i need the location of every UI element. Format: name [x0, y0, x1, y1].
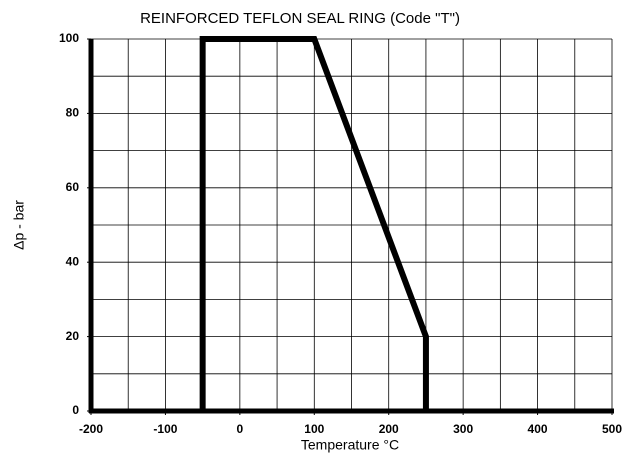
x-tick-label: -200 [79, 422, 103, 436]
chart-title: REINFORCED TEFLON SEAL RING (Code "T") [140, 10, 460, 27]
x-tick-label: 0 [237, 422, 244, 436]
x-tick-label: -100 [153, 422, 177, 436]
x-tick-label: 100 [304, 422, 324, 436]
y-tick-label: 60 [66, 180, 80, 194]
y-tick-label: 100 [59, 31, 79, 45]
x-tick-label: 200 [379, 422, 399, 436]
y-tick-label: 80 [66, 106, 80, 120]
y-tick-label: 0 [72, 403, 79, 417]
y-axis-label: Δp - bar [11, 200, 27, 250]
x-tick-label: 500 [602, 422, 622, 436]
x-tick-label: 300 [453, 422, 473, 436]
y-tick-label: 20 [66, 329, 80, 343]
data-line [199, 36, 429, 411]
y-tick-label: 40 [66, 254, 80, 268]
x-tick-label: 400 [528, 422, 548, 436]
x-axis-label: Temperature °C [301, 437, 399, 453]
